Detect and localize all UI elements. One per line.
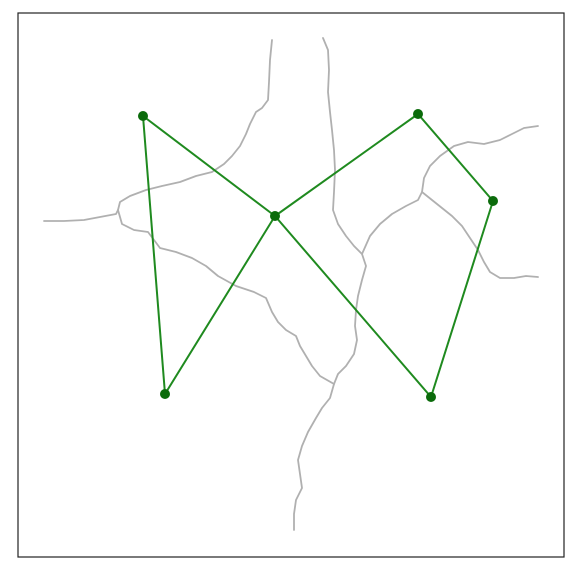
node-n6 bbox=[426, 392, 436, 402]
edge-n6-n2 bbox=[274, 215, 432, 398]
edge-n2-n3 bbox=[274, 113, 419, 217]
graph-edges bbox=[142, 113, 494, 398]
edge-n4-n6 bbox=[430, 200, 494, 398]
graph-nodes bbox=[138, 109, 498, 402]
edge-n5-n1 bbox=[142, 115, 166, 395]
gray-contour-line-right-upper bbox=[361, 125, 539, 255]
node-n5 bbox=[160, 389, 170, 399]
node-n4 bbox=[488, 196, 498, 206]
diagram-frame bbox=[17, 12, 565, 558]
node-n2 bbox=[270, 211, 280, 221]
edge-n1-n2 bbox=[142, 115, 276, 217]
node-n3 bbox=[413, 109, 423, 119]
gray-contour-line-upper-left bbox=[43, 39, 273, 222]
edge-n3-n4 bbox=[417, 113, 494, 202]
node-n1 bbox=[138, 111, 148, 121]
edge-n2-n5 bbox=[164, 215, 276, 395]
